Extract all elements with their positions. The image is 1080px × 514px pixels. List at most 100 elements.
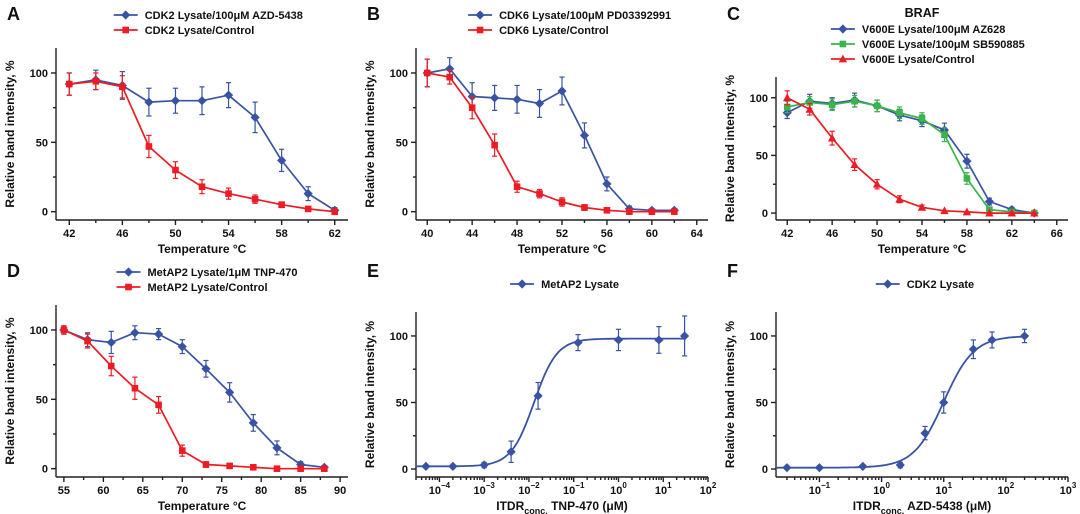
series-metap2-lysate-1-m-tnp-470 bbox=[59, 325, 329, 472]
x-tick-label: 75 bbox=[216, 485, 228, 497]
axes bbox=[51, 305, 348, 482]
x-tick-label: 85 bbox=[295, 485, 307, 497]
panel-letter: D bbox=[7, 261, 20, 281]
square-marker bbox=[178, 447, 186, 454]
panel-B: 40 44 48 52 56 60 64 0 50 100 Relative band intens… bbox=[360, 0, 720, 257]
x-tick-label: 60 bbox=[97, 485, 109, 497]
diamond-marker bbox=[272, 443, 282, 453]
diamond-marker bbox=[225, 387, 235, 397]
x-axis-label: Temperature °C bbox=[158, 242, 247, 256]
panel-letter: C bbox=[727, 4, 740, 24]
tspan-el: −2 bbox=[531, 481, 541, 490]
series-cdk6-lysate-100-m-pd03392991 bbox=[422, 57, 679, 215]
diamond-marker bbox=[573, 338, 583, 348]
series-line bbox=[427, 67, 675, 212]
square-marker bbox=[331, 208, 339, 215]
series-cdk2-lysate bbox=[776, 328, 1030, 473]
triangle-marker bbox=[895, 194, 904, 203]
legend-label: V600E Lysate/100μM AZ628 bbox=[862, 24, 1006, 36]
x-tick-label: 10−2 bbox=[518, 481, 540, 497]
y-axis-label: Relative band intensity, % bbox=[723, 321, 737, 468]
legend-label: CDK6 Lysate/100μM PD03392991 bbox=[499, 10, 671, 22]
legend-label: CDK2 Lysate/Control bbox=[145, 25, 255, 37]
legend-label: CDK6 Lysate/Control bbox=[499, 25, 609, 37]
tspan-el: ITDR bbox=[853, 499, 881, 513]
y-tick-label: 100 bbox=[750, 93, 768, 105]
diamond-marker bbox=[490, 93, 500, 103]
x-tick-label: 50 bbox=[169, 228, 181, 240]
square-marker bbox=[226, 462, 233, 470]
tspan-el: AZD-5438 (μM) bbox=[904, 499, 991, 513]
diamond-marker bbox=[838, 24, 848, 34]
y-tick-label: 50 bbox=[396, 397, 408, 409]
triangle-marker bbox=[850, 160, 859, 169]
diamond-marker bbox=[475, 10, 485, 20]
square-marker bbox=[963, 175, 971, 182]
axes bbox=[411, 312, 709, 482]
legend-label: MetAP2 Lysate/Control bbox=[148, 282, 268, 294]
y-tick-label: 0 bbox=[42, 207, 48, 219]
legend-label: MetAP2 Lysate/1μM TNP-470 bbox=[148, 267, 298, 279]
triangle-marker bbox=[838, 54, 848, 63]
tspan-el: 0 bbox=[885, 481, 890, 490]
y-tick-label: 0 bbox=[402, 464, 408, 476]
x-tick-label: 52 bbox=[556, 228, 568, 240]
tspan-el: 0 bbox=[622, 481, 627, 490]
diamond-marker bbox=[445, 64, 455, 74]
panel-letter: A bbox=[7, 4, 20, 24]
diamond-marker bbox=[858, 461, 868, 471]
legend-label: MetAP2 Lysate bbox=[541, 279, 619, 291]
series-line bbox=[786, 97, 1035, 214]
legend: BRAF V600E Lysate/100μM AZ628 V600E Lysate… bbox=[830, 6, 1025, 66]
square-marker bbox=[321, 465, 328, 472]
square-marker bbox=[783, 103, 791, 111]
square-marker bbox=[806, 99, 813, 106]
square-marker bbox=[122, 26, 129, 34]
y-axis-label: Relative band intensity, % bbox=[363, 60, 377, 207]
triangle-marker bbox=[1030, 208, 1039, 217]
triangle-marker bbox=[872, 179, 882, 188]
y-tick-label: 100 bbox=[390, 68, 408, 80]
y-tick-label: 0 bbox=[762, 464, 768, 476]
panel-E: 10−4 10−3 10−2 10−1 100 101 102 0 50 100 Relative … bbox=[360, 257, 720, 514]
square-marker bbox=[873, 102, 881, 110]
square-marker bbox=[92, 77, 100, 85]
y-tick-label: 100 bbox=[30, 325, 48, 337]
square-marker bbox=[131, 384, 139, 392]
x-tick-label: 102 bbox=[700, 481, 717, 497]
legend-label: CDK2 Lysate/100μM AZD-5438 bbox=[145, 10, 303, 22]
x-tick-label: 102 bbox=[998, 481, 1015, 497]
legend: CDK2 Lysate bbox=[875, 279, 974, 291]
x-axis-label: ITDRconc. TNP-470 (μM) bbox=[496, 499, 628, 514]
diamond-marker bbox=[1019, 331, 1030, 341]
square-marker bbox=[851, 97, 858, 105]
chart-B: 40 44 48 52 56 60 64 0 50 100 Relative band intens… bbox=[363, 4, 708, 256]
diamond-marker bbox=[654, 335, 664, 345]
square-marker bbox=[626, 208, 633, 215]
chart-E: 10−4 10−3 10−2 10−1 100 101 102050100Relative … bbox=[363, 261, 717, 514]
axes bbox=[771, 77, 1068, 225]
axes bbox=[51, 48, 348, 225]
x-tick-label: 70 bbox=[176, 485, 188, 497]
series-v600e-lysate-100-m-az628 bbox=[782, 92, 1039, 218]
fit-curve bbox=[776, 335, 1025, 469]
axes bbox=[771, 312, 1069, 482]
series-metap2-lysate bbox=[415, 315, 690, 471]
x-tick-label: 10−4 bbox=[429, 481, 451, 497]
square-marker bbox=[828, 101, 836, 108]
square-marker bbox=[251, 195, 259, 203]
diamond-marker bbox=[782, 463, 792, 473]
square-marker bbox=[198, 183, 206, 191]
diamond-marker bbox=[883, 279, 893, 289]
square-marker bbox=[581, 204, 588, 211]
panel-F: 10−1 100 101 102 103 0 50 100 Relative band inte… bbox=[720, 257, 1080, 514]
square-marker bbox=[84, 337, 91, 345]
diamond-marker bbox=[939, 397, 949, 408]
x-tick-label: 100 bbox=[610, 481, 627, 497]
square-marker bbox=[172, 166, 179, 174]
x-tick-label: 10−1 bbox=[563, 481, 585, 497]
diamond-marker bbox=[170, 96, 181, 106]
y-tick-label: 100 bbox=[390, 331, 408, 343]
x-tick-label: 10−3 bbox=[473, 481, 495, 497]
